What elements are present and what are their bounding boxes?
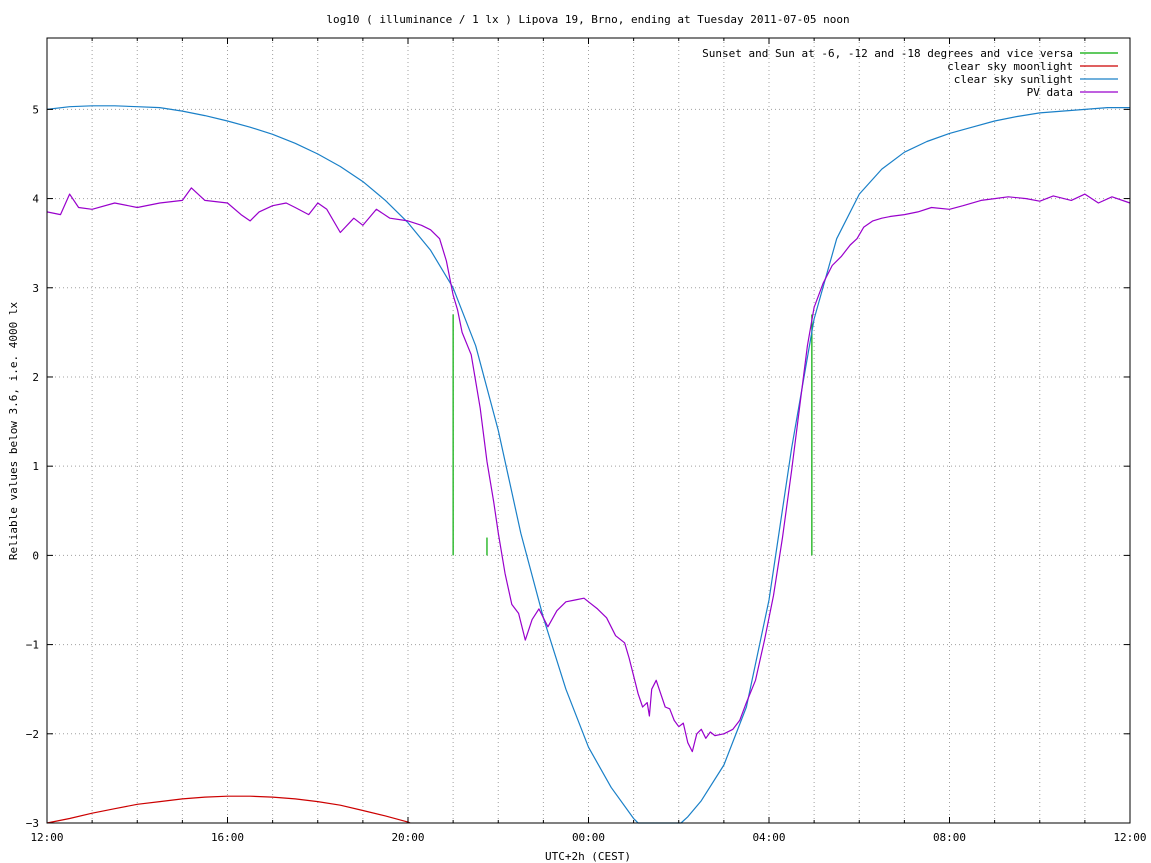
series-3 (46, 187, 1131, 753)
legend: Sunset and Sun at -6, -12 and -18 degree… (702, 47, 1118, 99)
y-tick-label: 3 (32, 282, 39, 295)
chart-title: log10 ( illuminance / 1 lx ) Lipova 19, … (326, 13, 849, 26)
x-axis-label: UTC+2h (CEST) (545, 850, 631, 863)
x-tick-label: 20:00 (391, 831, 424, 844)
series-1 (46, 795, 411, 824)
x-tick-label: 16:00 (211, 831, 244, 844)
series-0 (452, 314, 813, 556)
x-tick-label: 00:00 (572, 831, 605, 844)
series-line (46, 795, 411, 824)
y-tick-label: 1 (32, 460, 39, 473)
axis-ticks: 12:00 16:00 20:00 00:00 04:00 08:00 12:00−3−2−… (26, 38, 1147, 844)
series-line (46, 187, 1131, 753)
grid-lines (47, 38, 1130, 823)
y-tick-label: −1 (26, 639, 39, 652)
y-tick-label: 0 (32, 549, 39, 562)
legend-label: clear sky sunlight (954, 73, 1073, 86)
x-tick-label: 08:00 (933, 831, 966, 844)
y-tick-label: 4 (32, 193, 39, 206)
legend-label: clear sky moonlight (947, 60, 1073, 73)
y-tick-label: 2 (32, 371, 39, 384)
y-tick-label: 5 (32, 103, 39, 116)
legend-label: PV data (1027, 86, 1073, 99)
y-tick-label: −3 (26, 817, 39, 830)
legend-label: Sunset and Sun at -6, -12 and -18 degree… (702, 47, 1073, 60)
series-line (46, 105, 1130, 824)
series-layer (46, 105, 1131, 824)
x-tick-label: 04:00 (752, 831, 785, 844)
y-tick-label: −2 (26, 728, 39, 741)
y-axis-label: Reliable values below 3.6, i.e. 4000 lx (7, 301, 20, 560)
x-tick-label: 12:00 (30, 831, 63, 844)
series-2 (46, 105, 1130, 824)
x-tick-label: 12:00 (1113, 831, 1146, 844)
